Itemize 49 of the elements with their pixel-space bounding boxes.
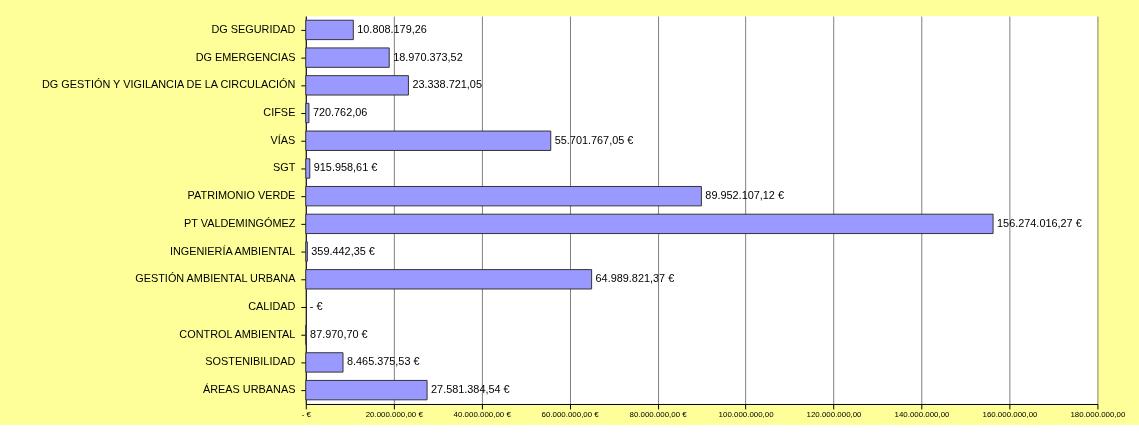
data-label: 55.701.767,05 € <box>554 133 634 146</box>
x-tick-label: 40.000.000,00 € <box>453 410 512 420</box>
bar <box>305 47 390 68</box>
data-label: 87.970,70 € <box>310 327 368 340</box>
x-tick-label: 100.000.000,00 <box>718 410 775 420</box>
y-tick-label: PATRIMONIO VERDE <box>187 189 296 202</box>
bar <box>305 130 552 151</box>
bar <box>305 102 310 124</box>
y-tick-label: INGENIERÍA AMBIENTAL <box>169 244 296 257</box>
bar <box>305 269 593 290</box>
x-tick-label: - € <box>301 410 312 420</box>
bar <box>305 379 428 401</box>
y-tick-label: DG GESTIÓN Y VIGILANCIA DE LA CIRCULACIÓN <box>41 78 296 91</box>
x-tick-label: 80.000.000,00 € <box>629 410 688 420</box>
y-tick-label: DG EMERGENCIAS <box>195 50 296 63</box>
y-tick-label: CALIDAD <box>248 299 296 312</box>
data-label: 359.442,35 € <box>311 244 375 257</box>
y-tick-label: CIFSE <box>263 106 296 119</box>
x-tick-label: 60.000.000,00 € <box>541 410 600 420</box>
bar <box>305 213 994 235</box>
data-label: 10.808.179,26 <box>357 22 427 35</box>
data-label: 156.274.016,27 € <box>997 216 1082 229</box>
x-tick-label: 20.000.000,00 € <box>365 410 424 420</box>
y-tick-label: ÁREAS URBANAS <box>202 383 296 396</box>
data-label: 23.338.721,05 <box>412 78 482 91</box>
y-tick-label: VÍAS <box>270 133 296 146</box>
bar <box>305 158 311 179</box>
x-tick-label: 120.000.000,00 <box>806 410 863 420</box>
data-label: 27.581.384,54 € <box>431 383 510 396</box>
y-tick-label: GESTIÓN AMBIENTAL URBANA <box>135 272 297 285</box>
data-label: 720.762,06 <box>312 106 368 119</box>
x-tick-label: 140.000.000,00 <box>894 410 951 420</box>
data-label: 18.970.373,52 <box>393 50 463 63</box>
data-label: - € <box>309 299 323 312</box>
bar <box>305 75 409 96</box>
y-tick-label: CONTROL AMBIENTAL <box>179 327 296 340</box>
y-tick-label: PT VALDEMINGÓMEZ <box>184 216 296 229</box>
bar <box>305 352 344 373</box>
data-label: 915.958,61 € <box>313 161 378 174</box>
y-tick-label: DG SEGURIDAD <box>211 22 296 35</box>
x-tick-label: 180.000.000,00 <box>1070 410 1127 420</box>
y-tick-label: SGT <box>273 161 296 174</box>
y-tick-label: SOSTENIBILIDAD <box>205 355 296 368</box>
data-label: 8.465.375,53 € <box>346 355 420 368</box>
data-label: 64.989.821,37 € <box>595 272 675 285</box>
x-tick-label: 160.000.000,00 <box>982 410 1039 420</box>
data-label: 89.952.107,12 € <box>705 189 784 202</box>
bar <box>305 185 702 207</box>
bar <box>305 19 354 41</box>
